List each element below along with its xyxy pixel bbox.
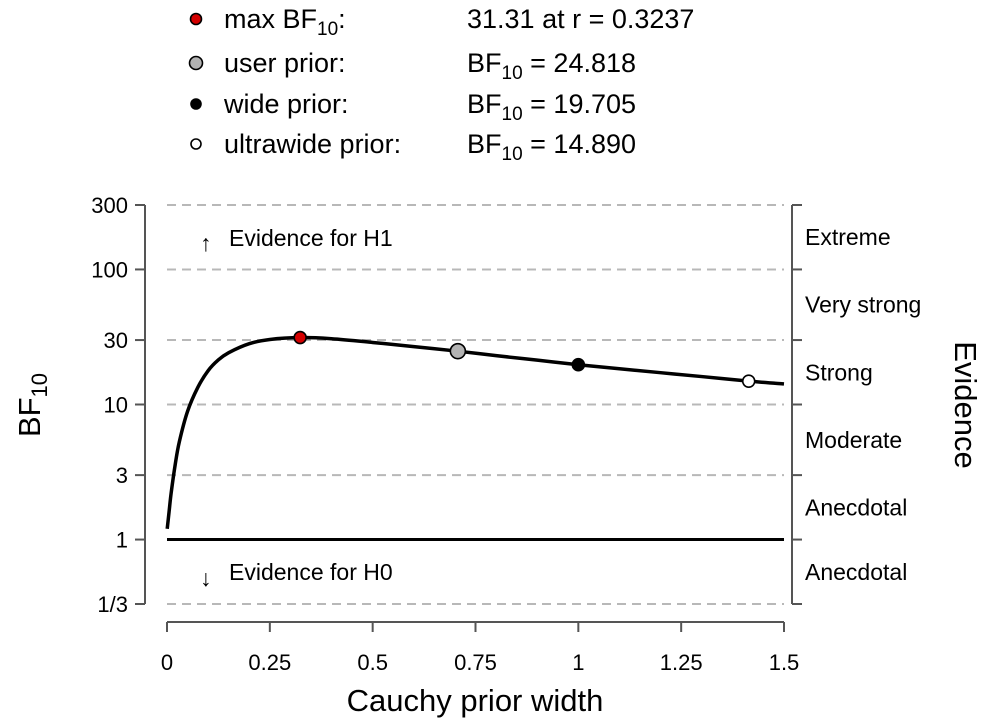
y-axis-title-subscript: 10	[27, 373, 52, 397]
max-bf-point	[293, 330, 307, 345]
legend-value-prefix: BF	[467, 89, 502, 119]
h1-arrow-icon: ↑	[200, 230, 212, 256]
evidence-label: Extreme	[805, 224, 891, 250]
evidence-label: Anecdotal	[805, 494, 907, 520]
y-tick-label: 300	[91, 193, 128, 218]
ultrawide-prior-point	[741, 374, 756, 388]
y-axis-title: BF10	[12, 373, 52, 437]
legend-label-text: max BF	[224, 4, 317, 34]
evidence-boundary-ticks	[792, 204, 802, 605]
legend-value: 31.31 at r = 0.3237	[467, 4, 694, 34]
legend-label: max BF10:	[224, 4, 346, 40]
evidence-label: Moderate	[805, 427, 902, 453]
legend-label: ultrawide prior:	[224, 129, 401, 159]
evidence-h0-annotation: Evidence for H0	[229, 559, 393, 585]
x-tick-label: 1	[572, 650, 584, 675]
y-axis-title-main: BF	[12, 397, 47, 437]
y-tick-label: 1	[116, 528, 128, 553]
x-axis-title: Cauchy prior width	[347, 683, 604, 718]
legend-marker	[190, 138, 202, 150]
y-tick-label: 10	[104, 392, 128, 417]
right-axis-title: Evidence	[948, 341, 983, 469]
legend-value: BF10 = 14.890	[467, 129, 636, 165]
legend-value-suffix: = 19.705	[523, 89, 636, 119]
x-tick-label: 0.5	[357, 650, 388, 675]
legend-value: BF10 = 24.818	[467, 48, 636, 84]
grid-lines	[167, 204, 784, 605]
x-tick-label: 0	[161, 650, 173, 675]
evidence-label: Strong	[805, 359, 873, 385]
legend-marker	[188, 55, 204, 71]
evidence-h1-annotation: Evidence for H1	[229, 225, 393, 251]
user-prior-point	[449, 342, 467, 360]
legend-label: user prior:	[224, 48, 346, 78]
legend-value-prefix: BF	[467, 129, 502, 159]
legend-label-text: wide prior:	[223, 89, 349, 119]
legend-label: wide prior:	[223, 89, 349, 119]
legend-value-subscript: 10	[502, 144, 523, 165]
y-tick-label: 1/3	[97, 592, 128, 617]
legend-value-text: 31.31 at r = 0.3237	[467, 4, 694, 34]
legend-marker	[189, 12, 203, 26]
x-tick-label: 0.25	[248, 650, 291, 675]
legend-marker	[190, 98, 202, 110]
h0-arrow-icon: ↓	[200, 565, 212, 591]
evidence-labels: Extreme Very strong Strong Moderate Anecdota…	[805, 224, 921, 585]
x-tick-label: 1.5	[769, 650, 800, 675]
legend-value-subscript: 10	[502, 63, 523, 84]
y-ticks: 300 100 30 10 3 1 1/3	[91, 193, 145, 617]
y-tick-label: 100	[91, 257, 128, 282]
evidence-label: Very strong	[805, 292, 921, 318]
legend-value-suffix: = 14.890	[523, 129, 636, 159]
x-tick-label: 0.75	[454, 650, 497, 675]
bf-curve	[165, 335, 785, 530]
legend-label-suffix: :	[338, 4, 346, 34]
legend-label-text: ultrawide prior:	[224, 129, 401, 159]
legend-value-subscript: 10	[502, 104, 523, 125]
legend-value: BF10 = 19.705	[467, 89, 636, 125]
legend-value-prefix: BF	[467, 48, 502, 78]
legend-label-text: user prior:	[224, 48, 346, 78]
y-tick-label: 30	[104, 328, 128, 353]
y-tick-label: 3	[116, 463, 128, 488]
data-points	[293, 330, 756, 388]
legend-label-subscript: 10	[317, 19, 338, 40]
legend-value-suffix: = 24.818	[523, 48, 636, 78]
x-tick-label: 1.25	[660, 650, 703, 675]
evidence-label: Anecdotal	[805, 559, 907, 585]
x-ticks: 0 0.25 0.5 0.75 1 1.25 1.5	[161, 622, 799, 675]
wide-prior-point	[571, 357, 586, 372]
